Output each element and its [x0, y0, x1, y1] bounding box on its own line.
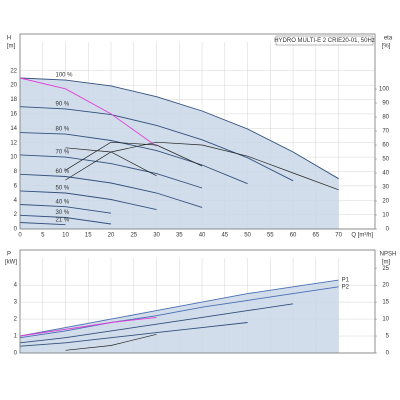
y2-tick-label: 15 [382, 300, 389, 306]
y-axis-label: H [7, 36, 11, 42]
curve [19, 286, 339, 339]
y-tick-label: 2 [14, 317, 18, 323]
x-tick-label: 15 [85, 233, 92, 239]
y2-tick-label: 60 [382, 143, 389, 149]
x-tick-label: 25 [130, 233, 137, 239]
curve-label: 21 % [56, 217, 70, 223]
curve-label: 40 % [56, 199, 70, 205]
y2-tick-label: 70 [382, 129, 389, 135]
curve-label: 80 % [56, 127, 70, 133]
y2-tick-label: 90 [382, 101, 389, 107]
y-tick-label: 16 [10, 112, 17, 118]
x-tick-label: 65 [312, 233, 319, 239]
curve [65, 147, 157, 177]
y-tick-label: 12 [10, 140, 17, 146]
x-tick-label: 70 [335, 233, 342, 239]
y-tick-label: 18 [10, 97, 17, 103]
y-tick-label: 4 [14, 283, 18, 289]
y2-axis-label: NPSH [380, 252, 397, 258]
chart-title: HYDRO MULTI-E 2 CRIE20-01, 50Hz [274, 38, 375, 44]
curve [19, 303, 294, 344]
y-tick-label: 10 [10, 155, 17, 161]
y2-tick-label: 40 [382, 171, 389, 177]
y-tick-label: 6 [14, 183, 18, 189]
x-tick-label: 20 [108, 233, 115, 239]
plot-frame [19, 249, 376, 354]
y-tick-label: 8 [14, 169, 18, 175]
y-axis-unit: [m] [7, 44, 16, 50]
y2-tick-label: 0 [386, 227, 390, 233]
y2-tick-label: 50 [382, 157, 389, 163]
curve-label: 100 % [56, 73, 74, 79]
curve [19, 77, 339, 180]
y2-tick-label: 30 [382, 185, 389, 191]
curve [19, 132, 248, 185]
y2-tick-label: 20 [382, 283, 389, 289]
y2-tick-label: 5 [386, 334, 390, 340]
curve [19, 214, 112, 225]
curve [19, 190, 157, 211]
y-tick-label: 1 [14, 334, 18, 340]
y2-tick-label: 100 [379, 87, 390, 93]
y2-axis-unit: [m] [382, 260, 391, 266]
y-tick-label: 14 [10, 126, 17, 132]
curve [19, 154, 203, 189]
y-tick-label: 0 [14, 351, 18, 357]
x-tick-label: 50 [244, 233, 251, 239]
x-tick-label: 60 [290, 233, 297, 239]
y-tick-label: 0 [14, 227, 18, 233]
curve-label: P2 [342, 284, 350, 290]
y2-tick-label: 20 [382, 199, 389, 205]
y-tick-label: 4 [14, 198, 18, 204]
y-axis-label: P [7, 252, 11, 258]
x-tick-label: 5 [41, 233, 45, 239]
y-tick-label: 20 [10, 83, 17, 89]
curve [19, 106, 294, 182]
y2-axis-label: eta [384, 36, 393, 42]
curve-label: 60 % [56, 169, 70, 175]
curve-label: 30 % [56, 210, 70, 216]
x-tick-label: 0 [18, 233, 22, 239]
curve-label: P1 [342, 278, 350, 284]
y2-tick-label: 10 [382, 317, 389, 323]
curve [19, 77, 157, 147]
y2-tick-label: 80 [382, 115, 389, 121]
x-tick-label: 40 [199, 233, 206, 239]
y-tick-label: 22 [10, 68, 17, 74]
y2-axis-unit: [%] [382, 44, 391, 50]
x-tick-label: 30 [153, 233, 160, 239]
y2-tick-label: 10 [382, 213, 389, 219]
curve [19, 322, 248, 347]
x-tick-label: 45 [221, 233, 228, 239]
y2-tick-label: 0 [386, 351, 390, 357]
curve [65, 141, 203, 171]
curve-label: 90 % [56, 101, 70, 107]
plot-frame [19, 33, 376, 230]
curve [19, 279, 339, 337]
curve [19, 222, 66, 226]
x-tick-label: 55 [267, 233, 274, 239]
curve [19, 204, 112, 214]
y2-tick-label: 25 [382, 266, 389, 272]
operating-area [20, 77, 339, 229]
y-axis-unit: [kW] [5, 260, 17, 266]
y-tick-label: 3 [14, 300, 18, 306]
curve [65, 333, 157, 351]
y-tick-label: 2 [14, 212, 18, 218]
x-tick-label: 10 [62, 233, 69, 239]
curve [19, 316, 157, 337]
title-box [275, 35, 374, 46]
curve-label: 70 % [56, 150, 70, 156]
curve-label: 50 % [56, 186, 70, 192]
curve [19, 173, 203, 208]
x-tick-label: 35 [176, 233, 183, 239]
x-axis-label: Q [m³/h] [351, 233, 373, 239]
